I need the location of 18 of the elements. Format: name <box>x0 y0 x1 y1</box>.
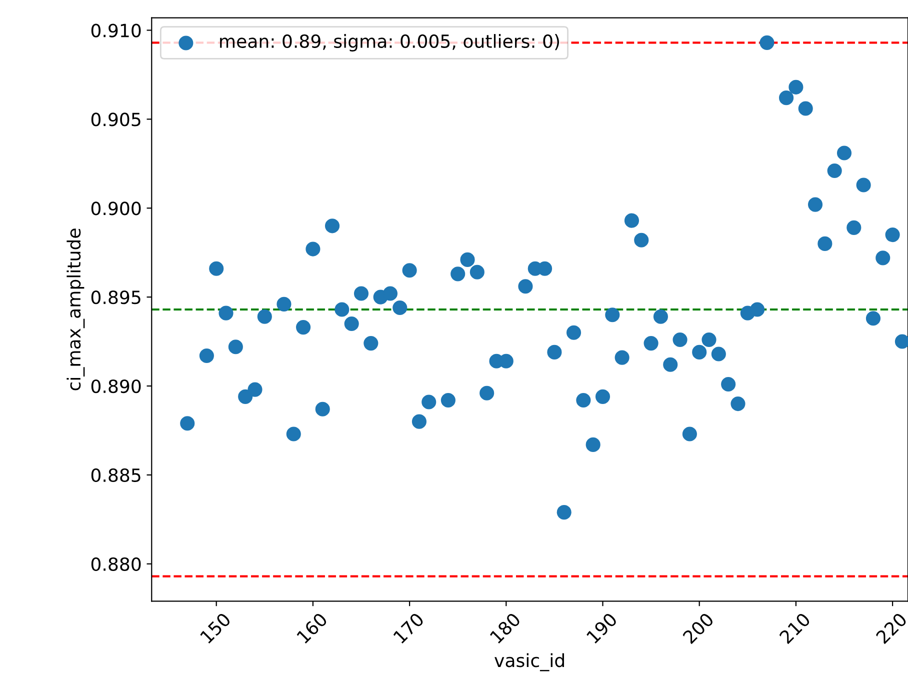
y-tick-label: 0.910 <box>91 24 141 38</box>
y-axis-title: ci_max_amplitude <box>66 228 85 390</box>
y-tick-label: 0.880 <box>91 557 141 571</box>
x-tick-label: 220 <box>875 612 908 644</box>
y-tick-label: 0.885 <box>91 468 140 482</box>
legend-label: mean: 0.89, sigma: 0.005, outliers: 0) <box>220 34 560 52</box>
x-tick-label: 210 <box>778 612 811 644</box>
x-tick-label: 200 <box>682 612 714 644</box>
y-tick-label: 0.895 <box>91 290 140 304</box>
x-axis-title: vasic_id <box>494 653 564 672</box>
x-tick-label: 150 <box>200 612 232 644</box>
x-tick-label: 180 <box>489 612 522 644</box>
y-tick-label: 0.905 <box>91 112 140 126</box>
x-tick-label: 190 <box>586 612 618 644</box>
x-tick-label: 170 <box>392 612 425 644</box>
y-tick-label: 0.900 <box>91 202 141 216</box>
y-tick-label: 0.890 <box>91 379 141 394</box>
x-tick-label: 160 <box>296 612 328 644</box>
